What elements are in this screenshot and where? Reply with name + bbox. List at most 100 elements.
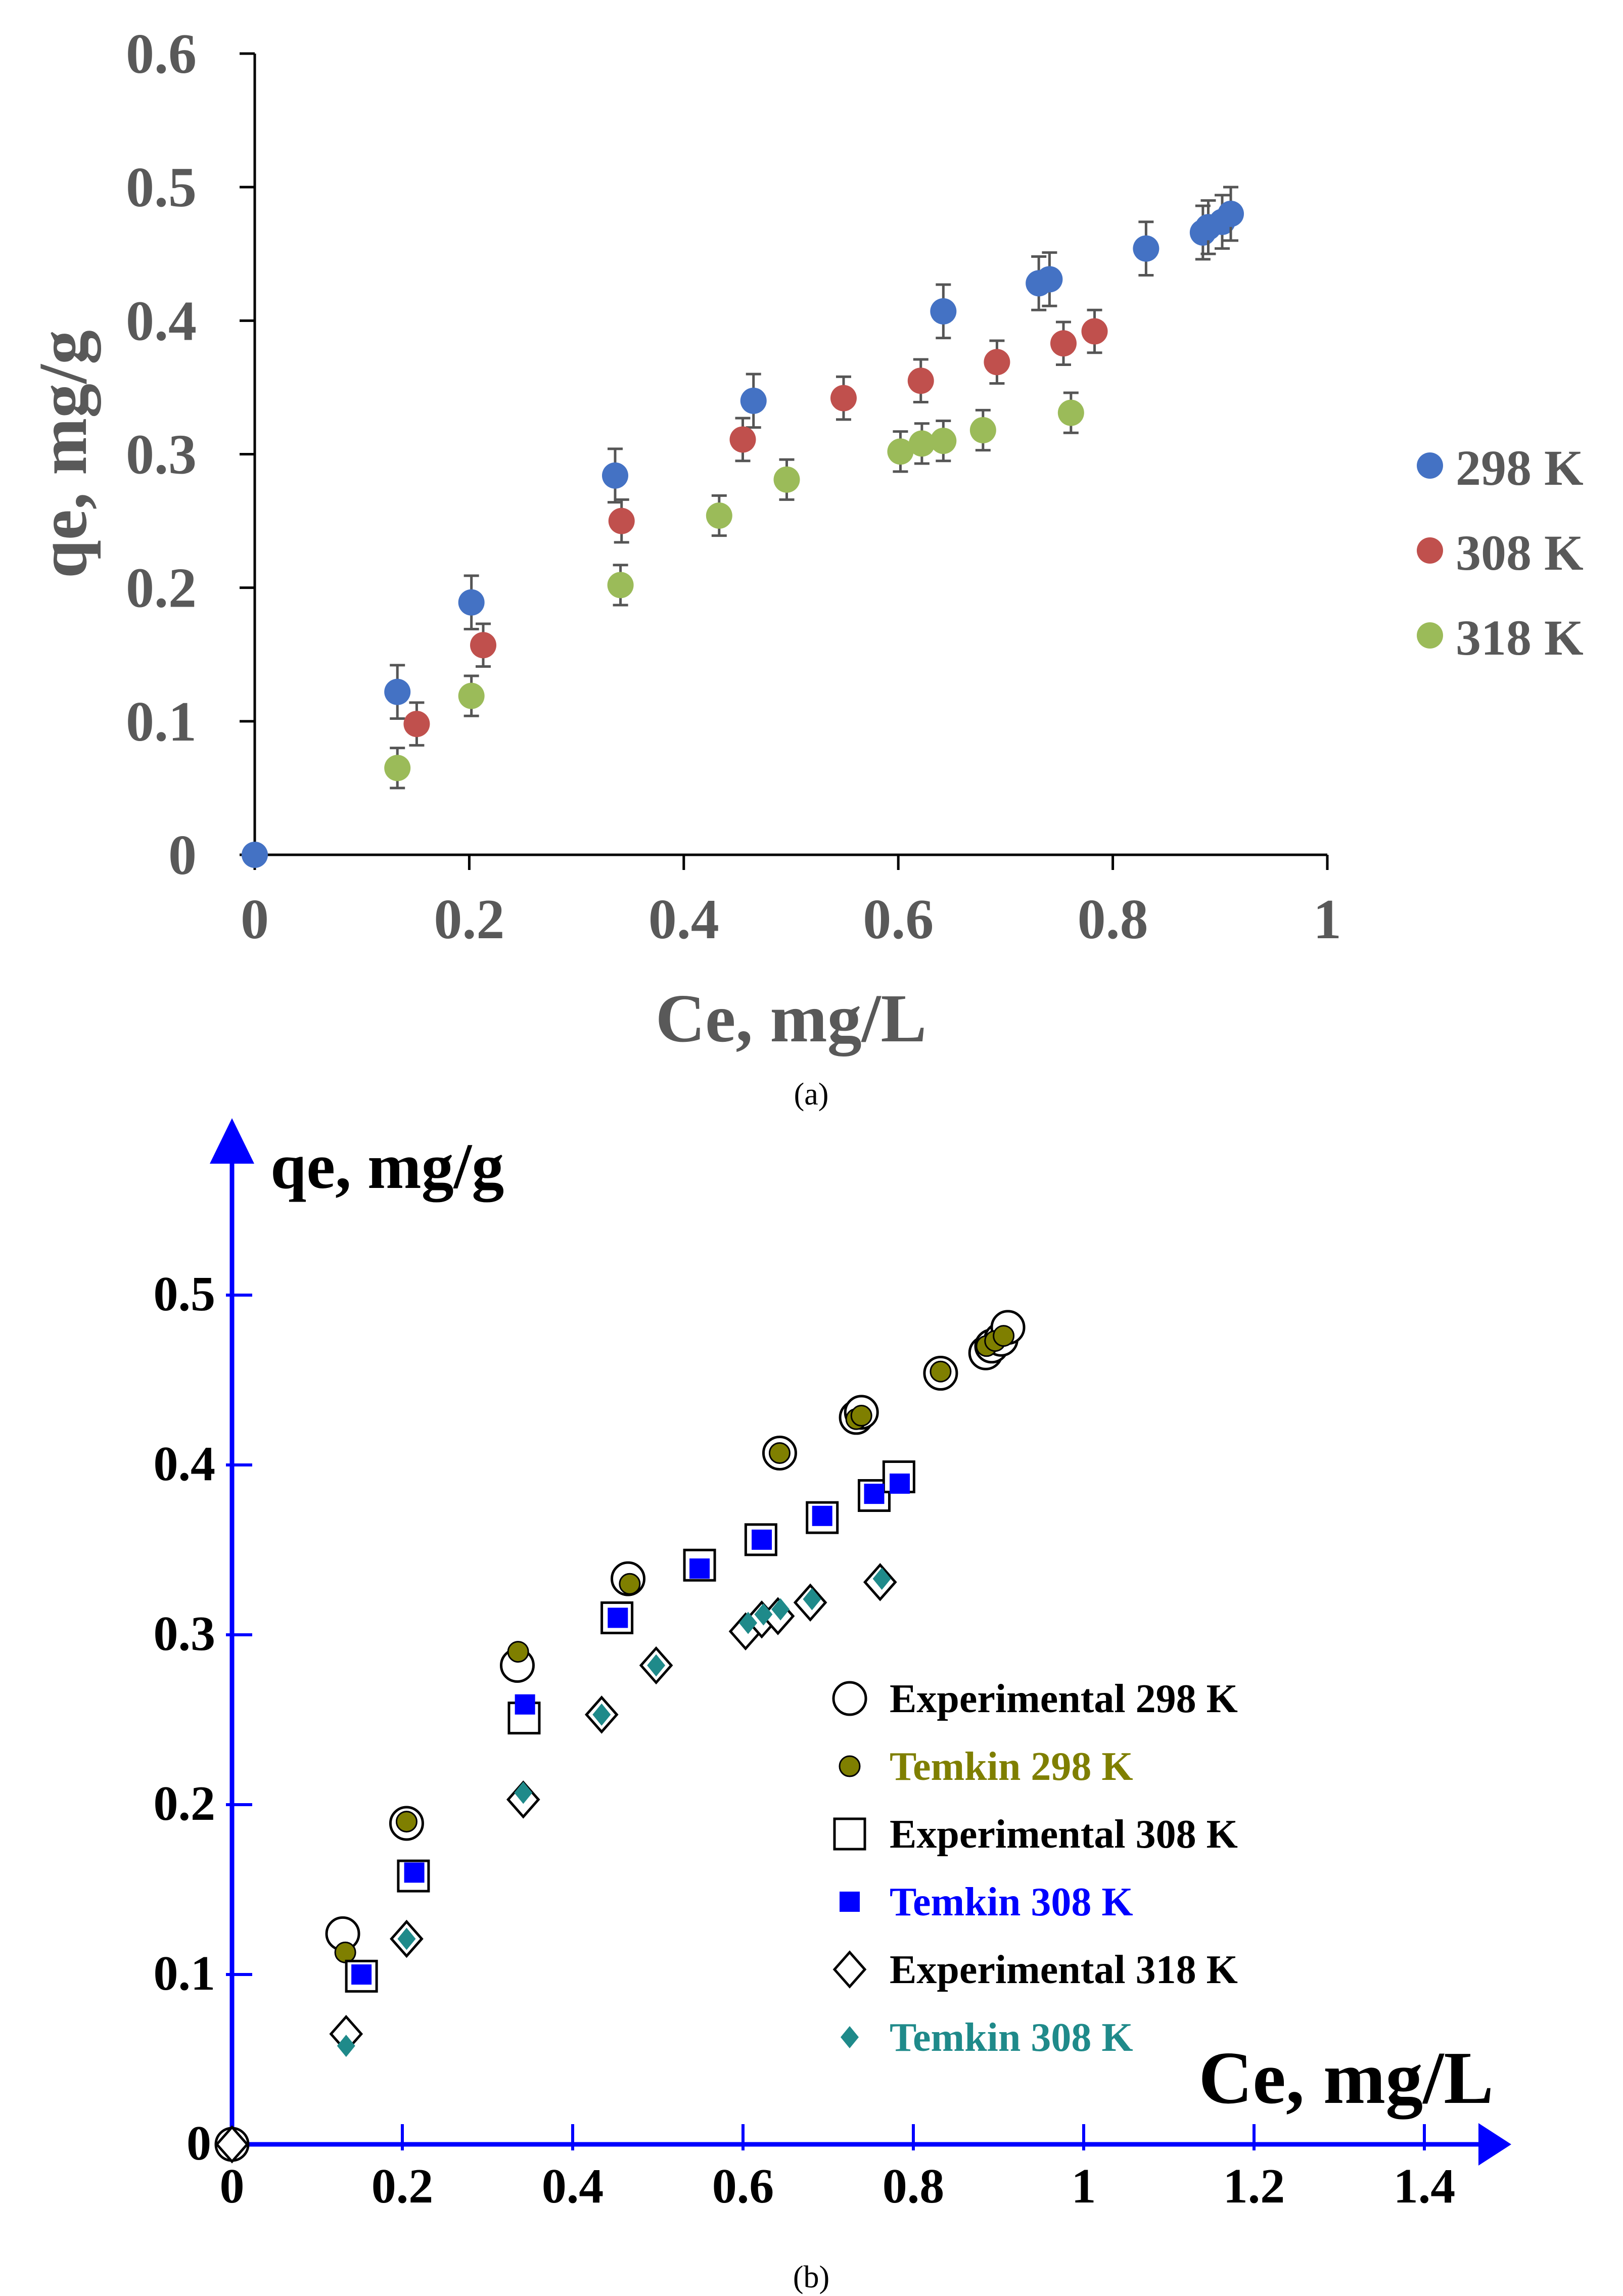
data-point [729,426,756,453]
x-tick-label: 1.2 [1223,2159,1285,2214]
data-point [930,428,957,454]
y-axis-label: qe, mg/g [270,1130,504,1202]
temkin-point [930,1360,952,1383]
temkin-point [592,1703,611,1726]
temkin-point [337,2035,355,2057]
data-point [1057,399,1084,426]
temkin-point [890,1473,910,1494]
data-point [403,711,430,738]
chart-a: 0 0.1 0.2 0.3 0.4 0.5 0.6 0 0.2 0.4 0.6 0.8 1 Ce, mg/… [25,23,1584,1112]
legend-label: Experimental 308 K [890,1812,1238,1857]
temkin-point [872,1568,891,1590]
legend-label: 318 K [1456,610,1584,666]
temkin-point [647,1654,666,1677]
experimental-point [832,1681,867,1716]
x-tick-label: 0.2 [372,2159,434,2214]
x-tick-label: 1 [1313,888,1341,951]
data-point [601,462,628,489]
data-point [706,502,732,529]
temkin-point [397,1927,416,1950]
y-tick-label: 0.4 [126,290,197,352]
data-point [740,387,767,414]
data-point [384,678,411,705]
temkin-point [841,2026,859,2048]
experimental-point [744,1523,777,1556]
data-point [908,430,935,457]
x-tick-label: 0.4 [648,888,719,951]
y-tick-label: 0.1 [126,691,197,753]
temkin-point [803,1588,821,1611]
data-point [1036,266,1063,293]
data-point [1218,201,1244,227]
x-tick-label: 0.6 [712,2159,774,2214]
x-tick-label: 0.8 [883,2159,945,2214]
data-point [608,508,635,534]
temkin-point [514,1781,533,1804]
temkin-point [739,1612,758,1634]
panel-label: (b) [793,2260,829,2294]
data-point [458,589,485,616]
data-point [242,842,268,868]
y-tick-label: 0.3 [126,424,197,486]
temkin-point [768,1442,791,1464]
legend-label: Experimental 318 K [890,1948,1238,1992]
x-tick-label: 0 [241,888,269,951]
data-point [1050,330,1077,357]
y-tick-label: 0 [168,824,197,887]
legend-label: 308 K [1456,525,1584,581]
legend-label: Temkin 308 K [890,2015,1133,2060]
temkin-point [395,1811,418,1833]
temkin-point [404,1862,425,1883]
y-tick-label: 0.3 [154,1606,216,1661]
temkin-point [351,1964,372,1985]
x-tick-label: 1 [1072,2159,1096,2214]
experimental-point [832,1950,867,1989]
data-point [470,632,496,659]
x-axis-label: Ce, mg/L [1198,2037,1494,2120]
temkin-point [689,1558,710,1579]
temkin-point [754,1603,773,1626]
panel-label: (a) [794,1077,829,1112]
x-tick-label: 0.6 [863,888,934,951]
y-tick-label: 0.1 [154,1946,216,2001]
y-tick-label: 0.2 [154,1776,216,1831]
data-point [930,298,957,325]
data-point [1081,318,1108,345]
y-axis-label: qe, mg/g [25,330,101,578]
temkin-point [850,1405,872,1427]
temkin-point [752,1529,772,1550]
y-tick-label: 0.5 [126,156,197,219]
temkin-point [608,1608,628,1628]
legend-label: Temkin 308 K [890,1880,1133,1924]
temkin-point [839,1755,861,1777]
temkin-point [840,1892,860,1912]
legend-label: Experimental 298 K [890,1677,1238,1721]
legend-marker [1417,622,1443,649]
y-tick-label: 0.5 [154,1267,216,1321]
data-point [1133,235,1160,262]
y-tick-label: 0 [187,2116,211,2171]
temkin-point [771,1598,790,1621]
data-point [984,349,1010,376]
data-point [830,385,857,411]
legend-label: Temkin 298 K [890,1744,1133,1789]
temkin-point [864,1484,885,1504]
data-point [773,466,800,493]
temkin-point [812,1505,832,1526]
legend-marker [1417,537,1443,564]
temkin-point [515,1694,535,1715]
data-point [887,438,914,465]
legend-marker [1417,452,1443,479]
data-point [458,682,485,709]
temkin-point [334,1941,356,1963]
temkin-point [619,1573,641,1595]
experimental-point [215,2125,249,2164]
temkin-point [507,1641,529,1663]
data-point [607,572,634,599]
legend-label: 298 K [1456,440,1584,496]
x-tick-label: 0 [220,2159,245,2214]
data-point [907,368,934,394]
experimental-point [833,1817,866,1851]
x-tick-label: 0.4 [542,2159,604,2214]
data-point [969,417,996,443]
